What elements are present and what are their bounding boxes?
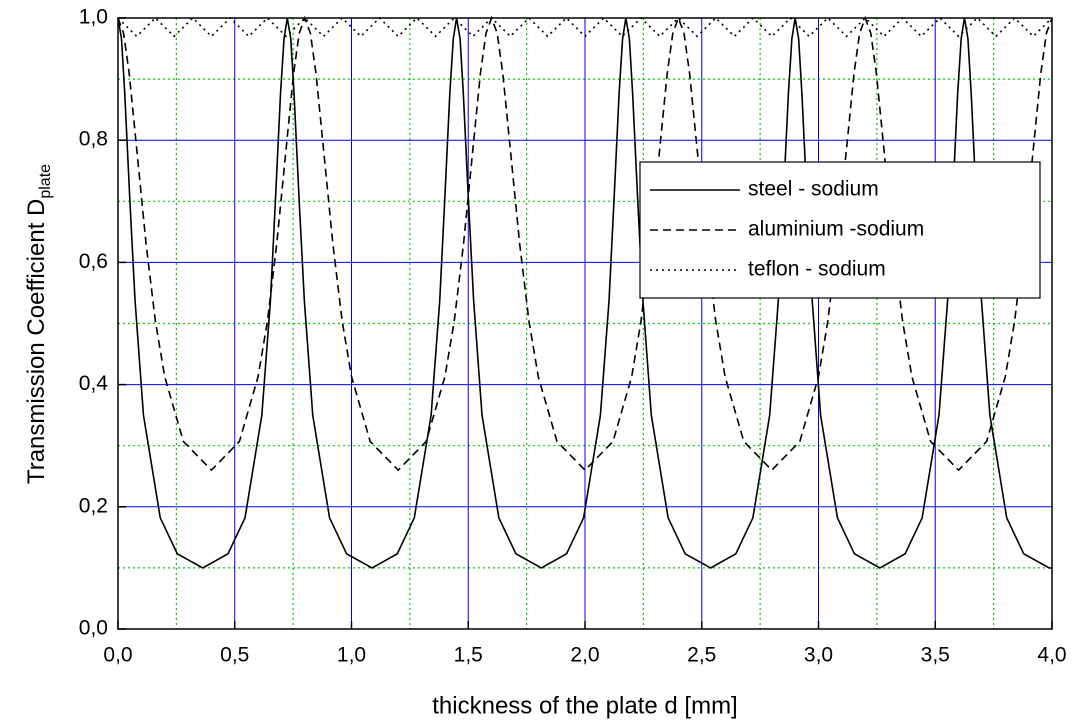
plot-lines — [117, 15, 1053, 569]
y-tick-label: 0,6 — [79, 250, 108, 273]
grid — [117, 17, 1053, 630]
legend: steel - sodium aluminium -sodium teflon - … — [639, 161, 1041, 299]
legend-label: teflon - sodium — [748, 258, 886, 281]
y-tick-label: 0,8 — [79, 128, 108, 151]
y-tick-label: 0,4 — [79, 372, 109, 395]
y-axis-label: Transmission Coefficient Dplate — [23, 164, 54, 484]
x-axis-label: thickness of the plate d [mm] — [432, 692, 737, 719]
series-line — [117, 15, 1053, 472]
x-tick-label: 1,5 — [454, 644, 483, 667]
y-axis-label-main: Transmission Coefficient D — [23, 199, 50, 484]
legend-label: aluminium -sodium — [748, 218, 924, 241]
x-tick-label: 2,5 — [687, 644, 716, 667]
x-tick-label: 0,0 — [103, 644, 132, 667]
series-line — [117, 16, 1053, 38]
legend-label: steel - sodium — [748, 178, 879, 201]
axes: 0,0 0,5 1,0 1,5 2,0 2,5 3,0 3,5 4,0 0,0 0,2 0,4 0,6 0… — [79, 6, 1067, 667]
x-tick-label: 3,5 — [921, 644, 950, 667]
x-tick-label: 3,0 — [804, 644, 833, 667]
y-tick-label: 0,0 — [79, 617, 108, 640]
x-tick-label: 2,0 — [570, 644, 599, 667]
x-tick-label: 0,5 — [220, 644, 249, 667]
y-tick-label: 1,0 — [79, 6, 108, 29]
series-line — [117, 17, 1052, 569]
x-tick-label: 1,0 — [337, 644, 366, 667]
y-axis-label-sub: plate — [37, 164, 54, 199]
x-tick-label: 4,0 — [1037, 644, 1066, 667]
plot-frame — [117, 17, 1053, 630]
y-tick-label: 0,2 — [79, 494, 108, 517]
legend-box — [639, 161, 1041, 299]
